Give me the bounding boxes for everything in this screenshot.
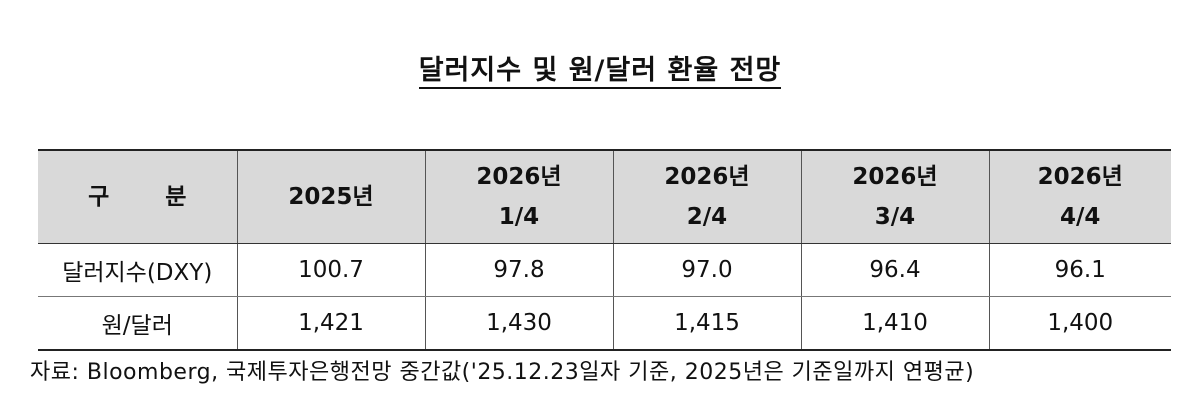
cell-krw-usd-2026-q3: 1,410 bbox=[800, 296, 989, 351]
header-2025: 2025년 bbox=[236, 150, 425, 244]
cell-dxy-2026-q2: 97.0 bbox=[612, 243, 801, 297]
header-2026-q1: 2026년 1/4 bbox=[424, 150, 613, 244]
cell-krw-usd-2025: 1,421 bbox=[236, 296, 425, 351]
cell-dxy-2026-q4: 96.1 bbox=[988, 243, 1171, 297]
table-row-dxy: 달러지수(DXY) 100.7 97.8 97.0 96.4 96.1 bbox=[38, 243, 1171, 297]
header-2026-q3-period: 3/4 bbox=[874, 204, 916, 230]
header-category: 구 분 bbox=[38, 150, 237, 244]
cell-dxy-2026-q1: 97.8 bbox=[424, 243, 613, 297]
cell-dxy-2026-q3: 96.4 bbox=[800, 243, 989, 297]
exchange-rate-outlook-table: 구 분 2025년 2026년 1/4 2026년 2/4 2026년 3/4 … bbox=[38, 149, 1171, 351]
page-title-text: 달러지수 및 원/달러 환율 전망 bbox=[418, 55, 782, 89]
cell-dxy-2025: 100.7 bbox=[236, 243, 425, 297]
header-2026-q3: 2026년 3/4 bbox=[800, 150, 989, 244]
header-2026-q4-period: 4/4 bbox=[1060, 204, 1101, 230]
header-2026-q2-year: 2026년 bbox=[664, 164, 750, 190]
header-2026-q1-year: 2026년 bbox=[476, 164, 562, 190]
header-2026-q3-year: 2026년 bbox=[852, 164, 938, 190]
cell-krw-usd-2026-q2: 1,415 bbox=[612, 296, 801, 351]
row-label-krw-usd: 원/달러 bbox=[38, 296, 237, 351]
cell-krw-usd-2026-q4: 1,400 bbox=[988, 296, 1171, 351]
row-label-dxy: 달러지수(DXY) bbox=[38, 243, 237, 297]
header-2026-q2: 2026년 2/4 bbox=[612, 150, 801, 244]
page-title: 달러지수 및 원/달러 환율 전망 bbox=[0, 48, 1200, 89]
source-note: 자료: Bloomberg, 국제투자은행전망 중간값('25.12.23일자 … bbox=[30, 360, 975, 385]
header-2026-q1-period: 1/4 bbox=[498, 204, 540, 230]
header-2026-q4-year: 2026년 bbox=[1037, 164, 1123, 190]
table-header-row: 구 분 2025년 2026년 1/4 2026년 2/4 2026년 3/4 … bbox=[38, 150, 1171, 244]
cell-krw-usd-2026-q1: 1,430 bbox=[424, 296, 613, 351]
header-2026-q4: 2026년 4/4 bbox=[988, 150, 1171, 244]
header-2026-q2-period: 2/4 bbox=[686, 204, 728, 230]
table-row-krw-usd: 원/달러 1,421 1,430 1,415 1,410 1,400 bbox=[38, 296, 1171, 351]
